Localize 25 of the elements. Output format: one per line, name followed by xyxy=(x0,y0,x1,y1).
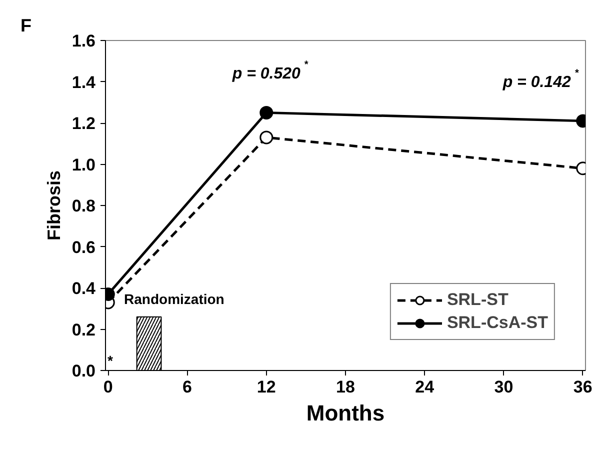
x-tick-label: 36 xyxy=(573,378,592,396)
annotation: * xyxy=(108,352,114,368)
y-tick-label: 0.4 xyxy=(72,279,96,298)
y-tick-label: 1.0 xyxy=(72,155,96,174)
legend-label: SRL-ST xyxy=(446,290,508,310)
y-tick-label: 0.6 xyxy=(72,238,96,257)
x-tick-label: 18 xyxy=(336,378,355,396)
y-tick-label: 1.2 xyxy=(72,114,96,133)
x-tick-label: 30 xyxy=(494,378,514,396)
y-tick-label: 1.6 xyxy=(72,32,96,50)
x-tick-label: 24 xyxy=(415,378,435,396)
y-axis-title: Fibrosis xyxy=(44,170,64,241)
y-tick-label: 0.0 xyxy=(72,362,96,380)
chart-title: F xyxy=(20,16,32,36)
x-tick-label: 12 xyxy=(256,378,276,396)
annotation: Randomization xyxy=(124,290,224,307)
annotation: p = 0.142* xyxy=(502,68,579,91)
y-tick-label: 1.4 xyxy=(72,72,96,92)
x-tick-label: 6 xyxy=(182,378,192,396)
y-tick-label: 0.2 xyxy=(72,320,96,340)
legend-label: SRL-CsA-ST xyxy=(446,313,548,333)
y-tick-label: 0.8 xyxy=(72,196,96,216)
x-tick-label: 0 xyxy=(103,378,113,396)
annotation: p = 0.520* xyxy=(231,60,308,83)
x-axis-title: Months xyxy=(306,400,385,426)
